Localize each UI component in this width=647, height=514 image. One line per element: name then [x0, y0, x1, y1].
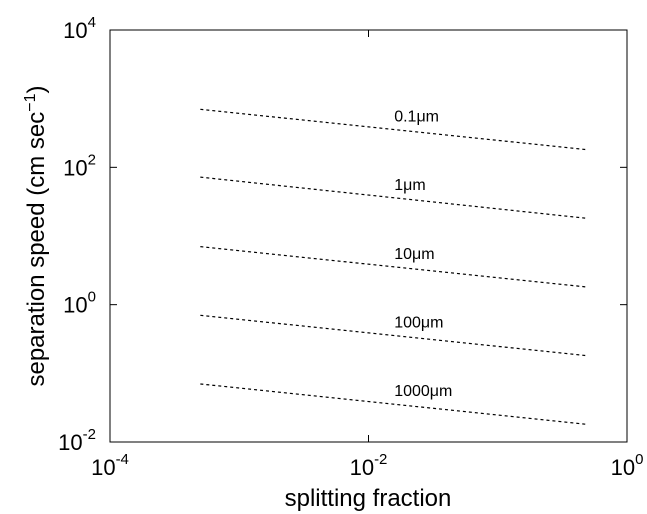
x-tick-label-base: 10	[611, 455, 635, 480]
y-tick-label-base: 10	[63, 155, 87, 180]
y-tick-label-base: 10	[63, 18, 87, 43]
y-tick-label-exponent: -2	[83, 426, 96, 443]
series-label: 10μm	[394, 246, 434, 263]
series-line	[200, 246, 589, 288]
series-lines: 0.1μm 1μm 10μm 100μm 1000μm	[200, 108, 589, 426]
x-axis-label: splitting fraction	[285, 485, 452, 512]
series-line	[200, 176, 589, 220]
series-line	[200, 108, 589, 151]
x-axis-ticks: 10-4 10-2 100	[91, 30, 643, 480]
y-tick-label: 102	[63, 151, 96, 180]
y-tick-label-exponent: 0	[88, 289, 96, 306]
y-tick-label-base: 10	[58, 430, 82, 455]
series-label: 100μm	[394, 315, 443, 332]
y-axis-label-close: )	[23, 85, 50, 93]
series-label: 1000μm	[394, 383, 452, 400]
series-label: 0.1μm	[394, 109, 439, 126]
y-tick-label: 104	[63, 14, 96, 43]
x-tick-label-base: 10	[91, 455, 115, 480]
x-tick-label: 100	[611, 451, 644, 480]
x-tick-label-exponent: -4	[116, 451, 129, 468]
series-line	[200, 383, 589, 426]
x-tick-label-base: 10	[350, 455, 374, 480]
y-tick-label-exponent: 2	[88, 151, 96, 168]
x-tick-label-exponent: -2	[374, 451, 387, 468]
y-axis-label-exponent: −1	[22, 93, 39, 111]
y-tick-label-exponent: 4	[88, 14, 96, 31]
x-tick-label: 10-4	[91, 451, 129, 480]
x-tick-label: 10-2	[350, 451, 388, 480]
y-tick-label: 10-2	[58, 426, 96, 455]
y-axis-label-main: separation speed (cm sec	[23, 112, 50, 387]
y-tick-label-base: 10	[63, 293, 87, 318]
y-axis-label: separation speed (cm sec−1)	[22, 85, 50, 386]
series-line	[200, 314, 589, 357]
x-tick-label-exponent: 0	[635, 451, 643, 468]
series-label: 1μm	[394, 177, 425, 194]
y-tick-label: 100	[63, 289, 96, 318]
